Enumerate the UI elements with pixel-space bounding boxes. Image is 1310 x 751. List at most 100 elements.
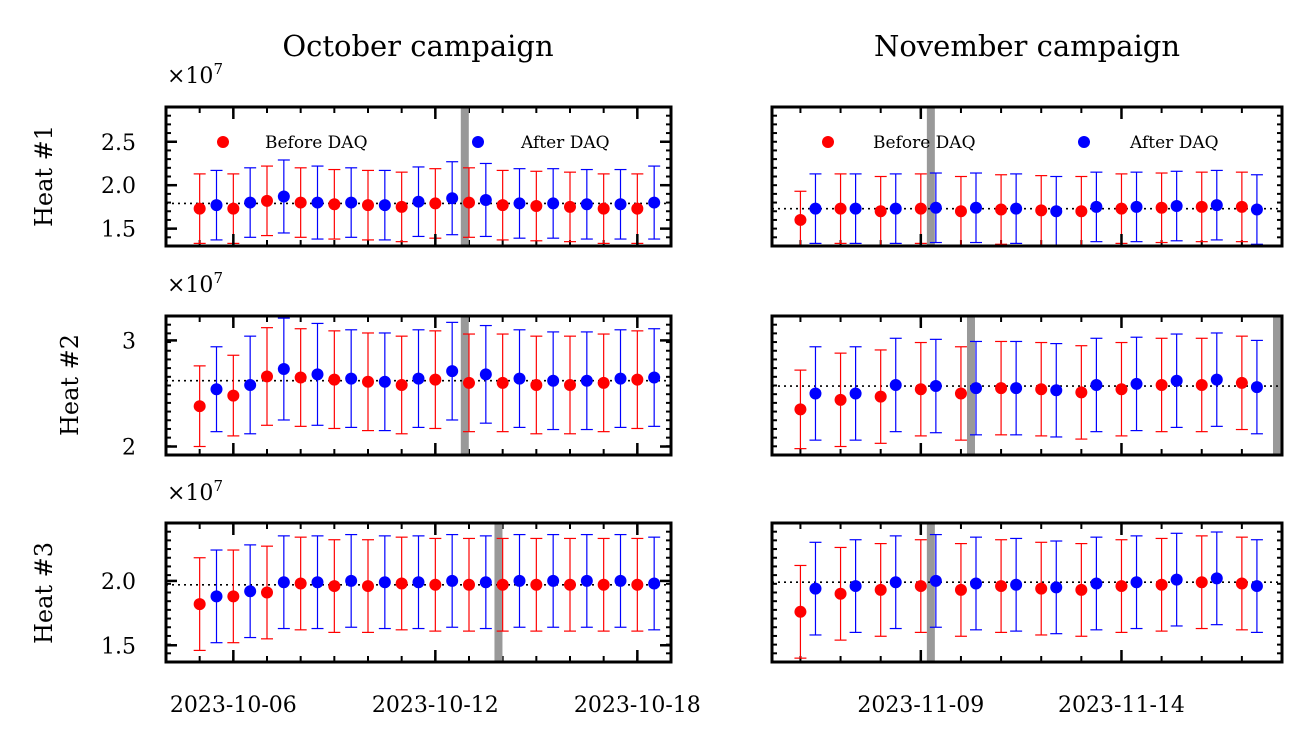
legend-label-before: Before DAQ xyxy=(265,133,368,153)
axes-frame xyxy=(164,314,673,457)
point-after xyxy=(547,574,560,587)
legend-label-after: After DAQ xyxy=(520,133,610,153)
point-after xyxy=(1250,203,1263,216)
x-tick-label: 2023-10-18 xyxy=(574,693,701,718)
title-november: November campaign xyxy=(874,29,1180,63)
panel-5: 1.5 2.0 2023-10-06 2023-10-12 2023-10-18 xyxy=(101,521,701,718)
point-before xyxy=(874,205,887,218)
point-before xyxy=(395,378,408,391)
point-before xyxy=(463,578,475,591)
point-before xyxy=(1195,378,1208,391)
point-after xyxy=(1250,381,1263,394)
axes-frame xyxy=(164,105,673,248)
point-after xyxy=(378,199,391,212)
point-after xyxy=(412,576,425,589)
point-after xyxy=(479,368,492,381)
point-after xyxy=(580,574,593,587)
point-after xyxy=(929,201,942,214)
point-after xyxy=(244,585,257,598)
point-before xyxy=(395,200,408,213)
point-before xyxy=(597,578,610,591)
point-before xyxy=(995,580,1008,593)
campaign-marker-line xyxy=(926,107,935,246)
point-after xyxy=(210,590,223,603)
scale-label-row-1: ×107 xyxy=(167,60,223,89)
point-before xyxy=(463,376,475,389)
point-after xyxy=(648,196,661,209)
y-tick-label: 3 xyxy=(122,329,136,354)
point-after xyxy=(446,192,459,205)
point-after xyxy=(889,202,902,215)
point-before xyxy=(1235,376,1248,389)
point-before xyxy=(193,202,206,215)
y-tick-label: 2.0 xyxy=(101,570,136,595)
point-before xyxy=(261,194,273,207)
point-before xyxy=(1075,205,1088,218)
scale-label-row-3: ×107 xyxy=(167,477,223,506)
axes-frame xyxy=(770,105,1284,248)
point-before xyxy=(1035,582,1048,595)
point-before xyxy=(874,390,887,403)
point-before xyxy=(874,583,887,596)
point-after xyxy=(970,201,982,214)
point-after xyxy=(809,387,822,400)
point-before xyxy=(227,389,240,402)
point-after xyxy=(277,363,290,376)
point-before xyxy=(564,578,576,591)
point-before xyxy=(395,577,408,590)
panel-1: 1.5 2.0 2.5 xyxy=(101,105,673,248)
point-after xyxy=(1130,576,1143,589)
point-before xyxy=(1115,580,1128,593)
scale-label-row-2: ×107 xyxy=(167,269,223,298)
point-before xyxy=(794,213,807,226)
point-before xyxy=(1115,383,1128,396)
point-before xyxy=(631,578,644,591)
point-before xyxy=(328,373,341,386)
legend-marker-after xyxy=(1078,136,1090,148)
point-after xyxy=(479,576,492,589)
point-after xyxy=(378,576,391,589)
point-before xyxy=(362,199,374,212)
x-tick-label: 2023-10-12 xyxy=(372,693,499,718)
point-after xyxy=(1090,200,1103,213)
point-before xyxy=(834,202,847,215)
point-after xyxy=(1130,200,1143,213)
point-before xyxy=(794,403,807,416)
point-after xyxy=(513,574,526,587)
point-before xyxy=(193,400,206,413)
point-after xyxy=(849,387,862,400)
point-before xyxy=(261,586,273,599)
point-after xyxy=(1170,374,1183,387)
point-after xyxy=(513,372,526,385)
svg-text:×107: ×107 xyxy=(167,60,223,89)
point-before xyxy=(1155,578,1168,591)
point-after xyxy=(1010,382,1023,395)
point-after xyxy=(378,375,391,388)
svg-text:×107: ×107 xyxy=(167,269,223,298)
point-after xyxy=(614,198,627,211)
point-after xyxy=(614,372,627,385)
point-before xyxy=(1035,383,1048,396)
point-after xyxy=(889,378,902,391)
point-before xyxy=(362,580,374,593)
legend-marker-after xyxy=(472,136,484,148)
point-before xyxy=(294,196,307,209)
point-after xyxy=(345,196,358,209)
point-before xyxy=(530,578,543,591)
point-before xyxy=(1195,576,1208,589)
campaign-marker-line xyxy=(926,523,935,662)
legend-label-before: Before DAQ xyxy=(873,133,976,153)
y-tick-label: 2.5 xyxy=(101,131,136,156)
point-after xyxy=(1050,581,1063,594)
x-tick-label: 2023-11-14 xyxy=(1058,693,1185,718)
y-tick-label: 2.0 xyxy=(101,174,136,199)
point-after xyxy=(210,383,223,396)
legend-october: Before DAQ After DAQ xyxy=(217,133,610,153)
point-after xyxy=(614,574,627,587)
campaign-marker-line xyxy=(494,523,503,662)
point-before xyxy=(496,376,509,389)
y-tick-label: 1.5 xyxy=(101,634,136,659)
legend-november: Before DAQ After DAQ xyxy=(822,133,1219,153)
